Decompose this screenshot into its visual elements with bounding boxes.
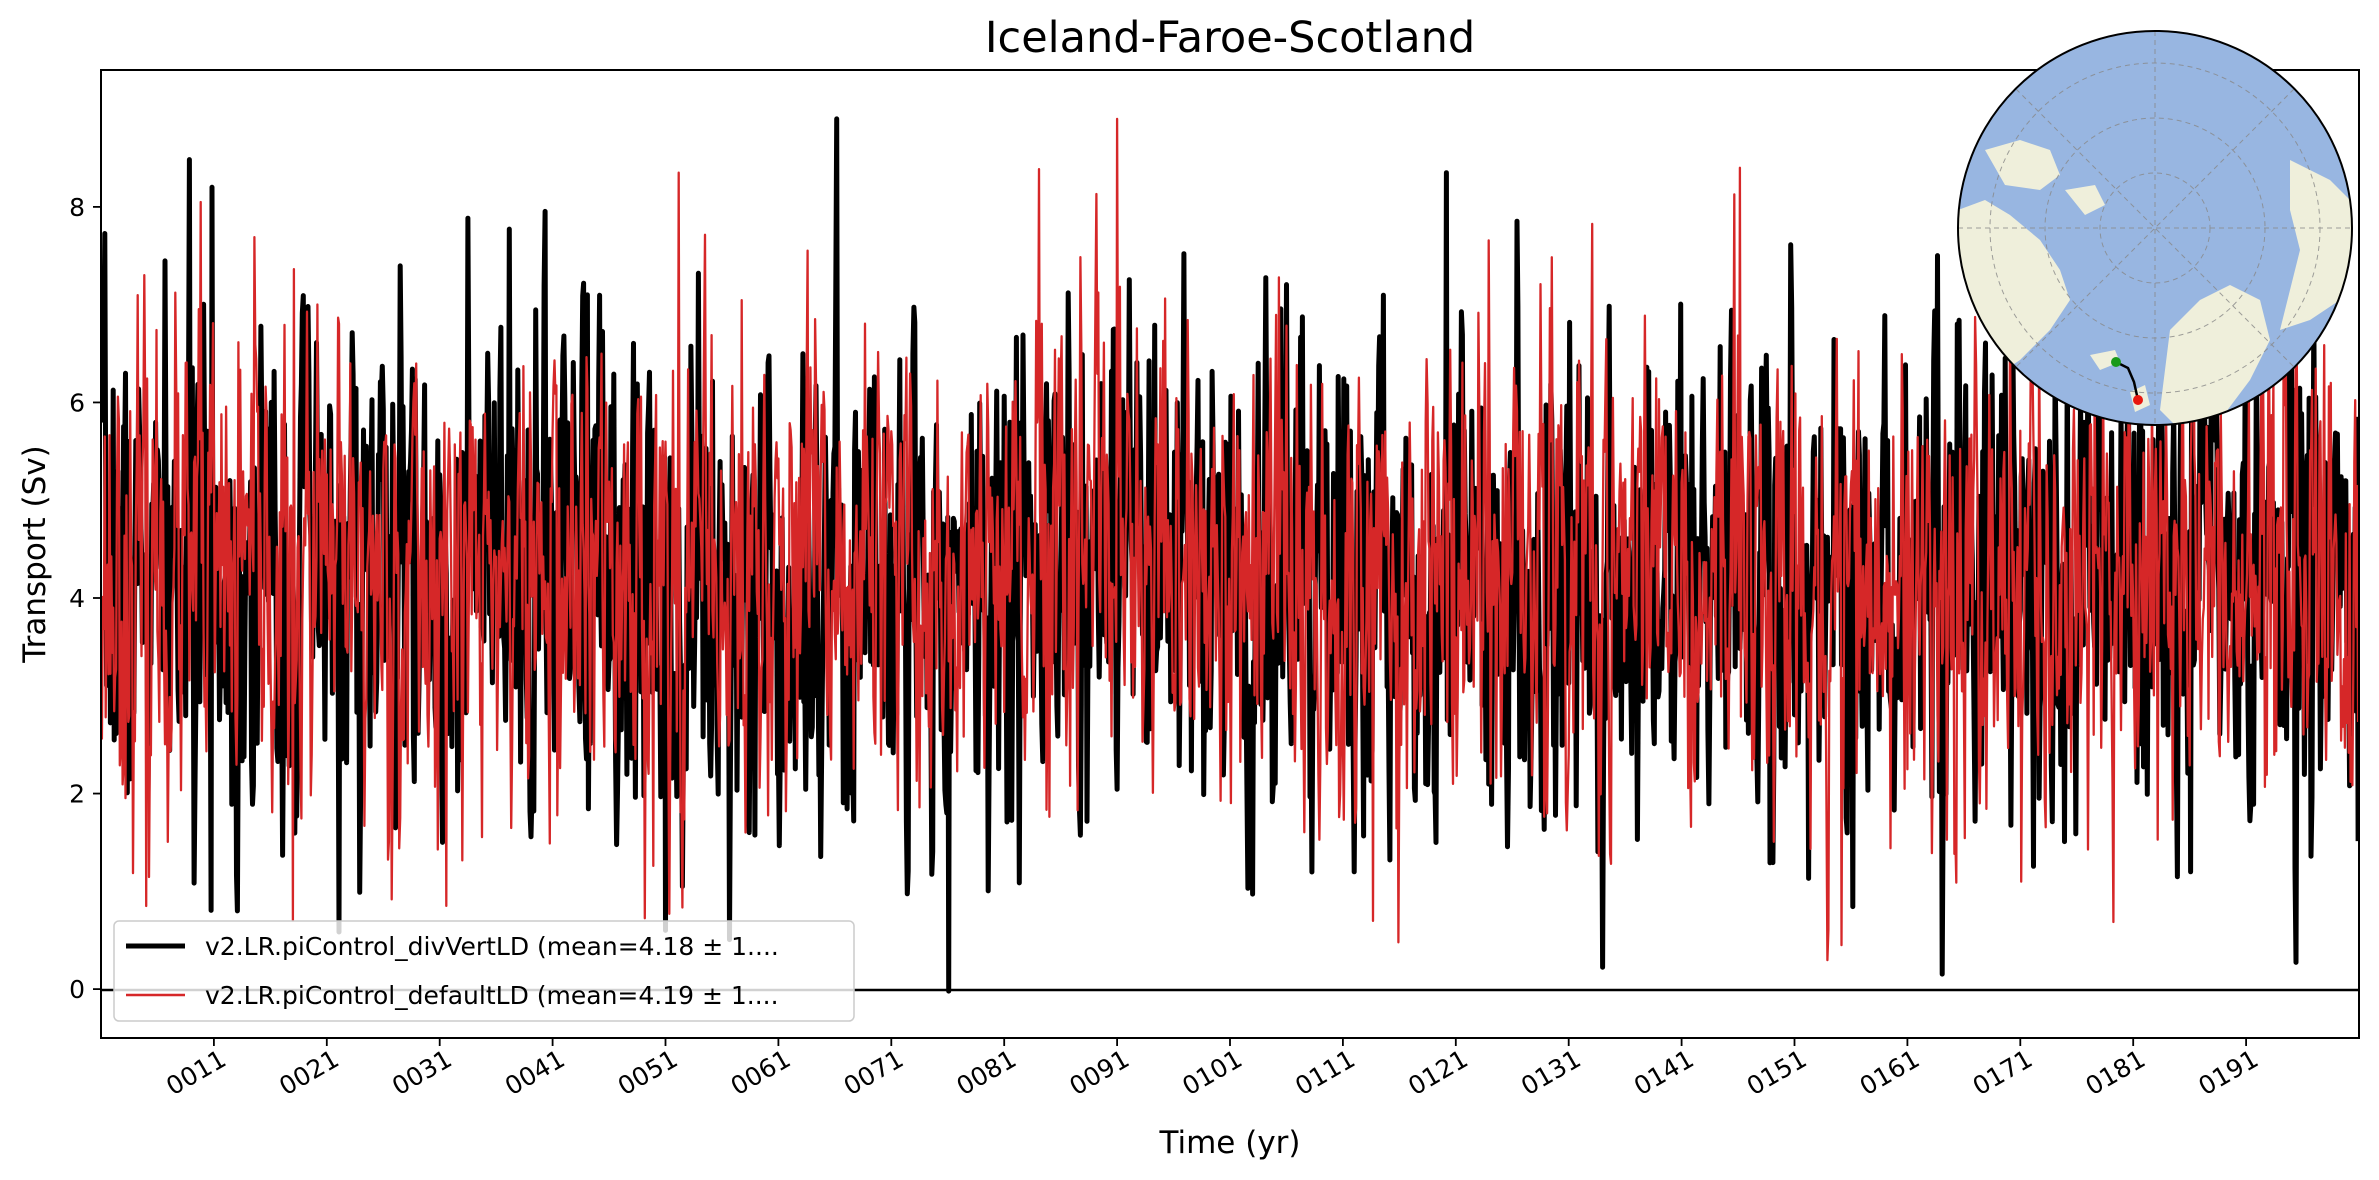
x-tick-label: 0141 xyxy=(1629,1044,1699,1101)
x-tick-label: 0091 xyxy=(1064,1044,1134,1101)
section-start-marker xyxy=(2111,357,2121,367)
x-tick-label: 0161 xyxy=(1855,1044,1925,1101)
graticule-meridian-3 xyxy=(2015,88,2295,368)
x-tick-label: 0131 xyxy=(1516,1044,1586,1101)
globe-graticule xyxy=(1958,31,2352,425)
legend-label-default: v2.LR.piControl_defaultLD (mean=4.19 ± 1… xyxy=(205,981,779,1010)
x-tick-label: 0181 xyxy=(2081,1044,2151,1101)
x-tick-label: 0021 xyxy=(274,1044,344,1101)
globe-outline xyxy=(1957,30,2353,426)
x-axis: 0011 0021 0031 0041 0051 0061 0071 0081 0091 0101… xyxy=(161,1038,2263,1101)
x-tick-label: 0061 xyxy=(726,1044,796,1101)
y-axis-label: Transport (Sv) xyxy=(17,445,53,664)
x-tick-label: 0051 xyxy=(613,1044,683,1101)
y-tick-label: 4 xyxy=(69,584,85,613)
land-canadian-islands xyxy=(1985,140,2105,215)
x-tick-label: 0041 xyxy=(500,1044,570,1101)
series-line-1 xyxy=(101,117,2359,962)
legend-frame xyxy=(113,920,855,1022)
x-tick-label: 0071 xyxy=(839,1044,909,1101)
graticule-meridian-4 xyxy=(2015,88,2295,368)
x-tick-label: 0171 xyxy=(1968,1044,2038,1101)
x-tick-label: 0121 xyxy=(1403,1044,1473,1101)
series-group xyxy=(101,116,2359,994)
section-end-marker xyxy=(2133,395,2143,405)
y-tick-label: 6 xyxy=(69,388,85,417)
x-tick-label: 0081 xyxy=(952,1044,1022,1101)
x-tick-label: 0011 xyxy=(161,1044,231,1101)
x-tick-label: 0151 xyxy=(1742,1044,1812,1101)
chart-title: Iceland-Faroe-Scotland xyxy=(985,13,1475,63)
y-tick-label: 2 xyxy=(69,780,85,809)
x-axis-label: Time (yr) xyxy=(1159,1125,1301,1161)
y-tick-label: 8 xyxy=(69,193,85,222)
x-tick-label: 0111 xyxy=(1290,1044,1360,1101)
x-tick-label: 0101 xyxy=(1177,1044,1247,1101)
section-line xyxy=(2115,360,2140,401)
land-europe xyxy=(2160,285,2270,425)
legend: v2.LR.piControl_divVertLD (mean=4.18 ± 1… xyxy=(113,920,855,1022)
legend-label-divvert: v2.LR.piControl_divVertLD (mean=4.18 ± 1… xyxy=(205,932,779,961)
y-tick-label: 0 xyxy=(69,975,85,1004)
x-tick-label: 0031 xyxy=(387,1044,457,1101)
x-tick-label: 0191 xyxy=(2193,1044,2263,1101)
y-axis: 0 2 4 6 8 xyxy=(69,193,101,1004)
